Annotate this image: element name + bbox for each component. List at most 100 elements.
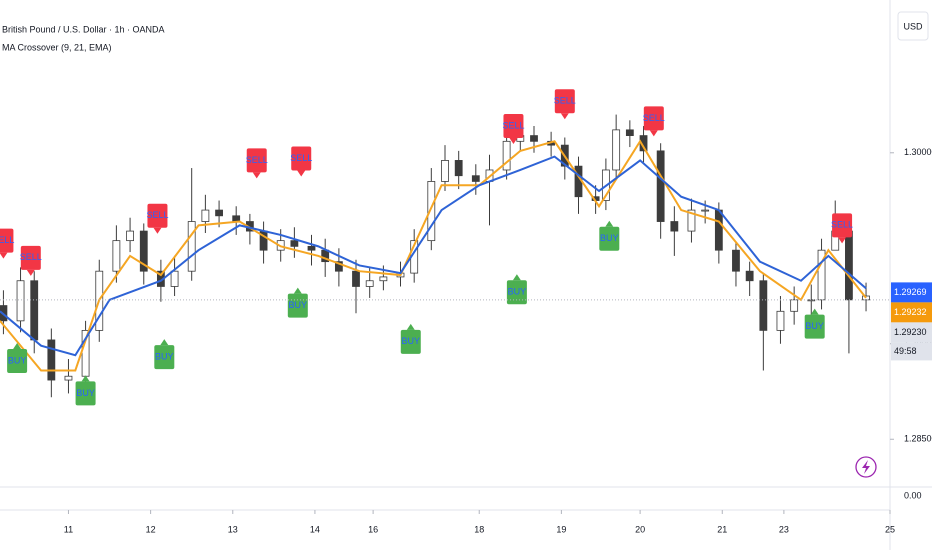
signal-label: SELL (502, 120, 524, 130)
candle-body (759, 280, 768, 331)
x-tick-label: 25 (885, 524, 895, 534)
candle-body (215, 209, 223, 217)
candle-body (817, 249, 826, 301)
moving-average-line (0, 139, 867, 372)
countdown-box (891, 342, 932, 361)
x-tick-label: 23 (779, 524, 789, 534)
sell-signal: SELL (290, 146, 312, 177)
signal-pointer (838, 237, 847, 244)
signal-box (154, 345, 175, 370)
signal-label: BUY (289, 300, 308, 310)
price-tag-label: 1.29269 (894, 287, 927, 297)
candle-body (656, 150, 665, 222)
signal-label: SELL (20, 252, 42, 262)
candle-body (530, 135, 538, 142)
x-tick-label: 19 (556, 524, 566, 534)
buy-signal: BUY (7, 342, 28, 373)
signal-label: BUY (76, 388, 95, 398)
candle-body (112, 240, 121, 272)
buy-signal: BUY (400, 323, 421, 354)
signal-label: BUY (8, 355, 27, 365)
candle-body (170, 270, 179, 287)
candle-body (290, 240, 299, 247)
sell-signal: SELL (831, 213, 853, 244)
sell-signal: SELL (0, 228, 14, 259)
candle-body (687, 209, 696, 232)
currency-button[interactable] (897, 11, 929, 41)
x-tick-label: 12 (146, 524, 156, 534)
signal-box (832, 213, 853, 238)
candle-body (365, 280, 374, 287)
signal-pointer (560, 113, 569, 120)
sell-signal: SELL (20, 245, 42, 276)
candle-body (47, 339, 56, 381)
lightning-icon[interactable] (855, 456, 877, 478)
signal-label: BUY (155, 352, 174, 362)
icon-bolt (862, 460, 870, 474)
x-tick-label: 13 (228, 524, 238, 534)
candle-body (16, 280, 25, 322)
buy-signal: BUY (75, 375, 96, 406)
chart-title: British Pound / U.S. Dollar · 1h · OANDA (2, 24, 165, 34)
signal-box (7, 348, 28, 373)
signal-label: SELL (146, 210, 168, 220)
signal-label: SELL (246, 155, 268, 165)
candle-body (139, 230, 148, 272)
signal-pointer (13, 342, 22, 349)
signal-box (804, 314, 825, 339)
candle-body (30, 280, 39, 341)
signal-pointer (153, 227, 162, 234)
candle-body (502, 140, 511, 171)
x-tick-label: 14 (310, 524, 320, 534)
signal-box (291, 146, 312, 171)
x-tick-label: 21 (717, 524, 727, 534)
signal-label: SELL (831, 220, 853, 230)
y-tick-label: 1.30000 (904, 147, 932, 157)
signal-label: SELL (290, 153, 312, 163)
plot-area: 1.285001.290001.300001112131416181920212… (0, 89, 932, 534)
x-tick-label: 20 (635, 524, 645, 534)
currency-label: USD (903, 21, 923, 31)
signal-pointer (605, 220, 614, 227)
signal-label: BUY (805, 321, 824, 331)
signal-box (554, 89, 575, 114)
indicator-name: MA Crossover (9, 21, EMA) (2, 42, 112, 52)
signal-box (0, 228, 14, 253)
buy-signal: BUY (154, 339, 175, 370)
signal-pointer (26, 269, 35, 276)
x-tick-label: 18 (474, 524, 484, 534)
price-tag (891, 282, 932, 303)
y-tick-label: 1.28500 (904, 434, 932, 444)
lower-pane-label: 0.00 (904, 490, 922, 500)
candle-body (307, 245, 316, 251)
signal-label: SELL (643, 113, 665, 123)
candle-body (427, 181, 436, 242)
signal-box (75, 381, 96, 406)
signal-pointer (0, 252, 8, 259)
candle-body (612, 129, 621, 171)
buy-signal: BUY (599, 220, 620, 251)
signal-label: BUY (600, 233, 619, 243)
signal-label: SELL (0, 235, 14, 245)
sell-signal: SELL (554, 89, 576, 120)
candle-body (126, 230, 134, 242)
candle-body (379, 276, 388, 282)
candle-body (845, 230, 853, 301)
candle-body (441, 160, 449, 182)
signal-box (599, 226, 620, 251)
candle-body (471, 175, 480, 182)
price-tag (891, 322, 932, 343)
signal-label: BUY (402, 336, 421, 346)
signal-box (147, 203, 168, 228)
price-tag-label: 1.29232 (894, 307, 927, 317)
candle-body (701, 209, 710, 212)
x-tick-label: 16 (368, 524, 378, 534)
candle-body (201, 209, 210, 222)
signal-box (20, 245, 41, 270)
candle-body (64, 375, 73, 381)
moving-average-line (0, 155, 867, 357)
signal-pointer (810, 308, 819, 315)
signal-pointer (509, 138, 518, 145)
